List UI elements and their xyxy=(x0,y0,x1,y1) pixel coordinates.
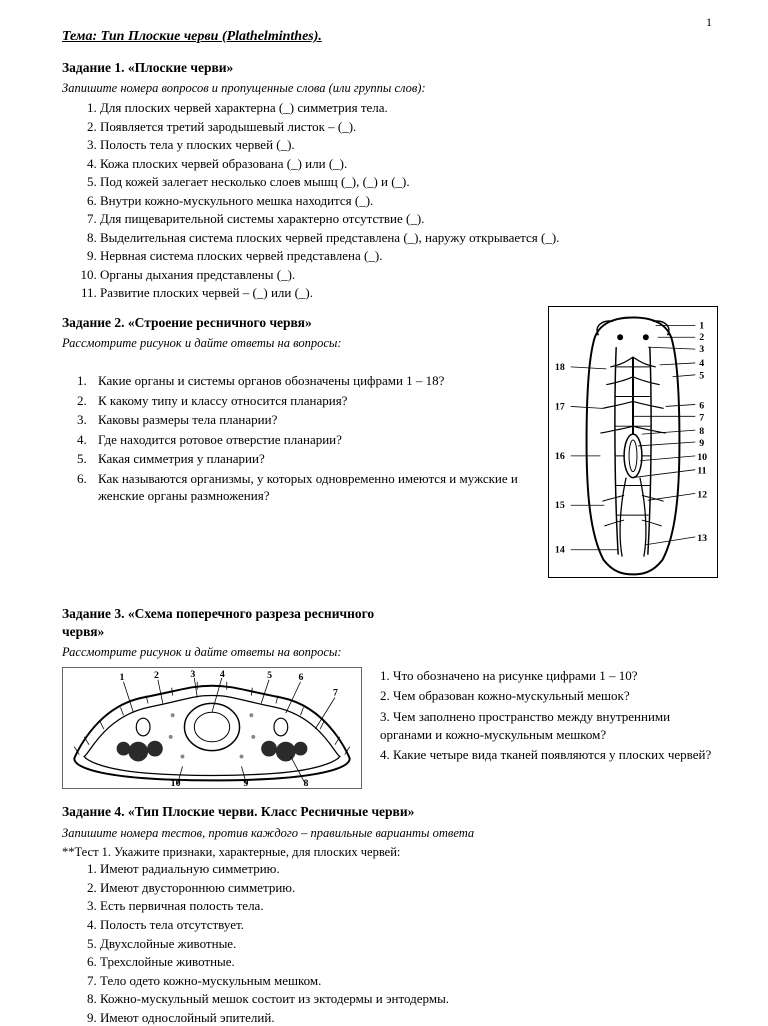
task3-instruction: Рассмотрите рисунок и дайте ответы на во… xyxy=(62,644,718,661)
task2-title: Задание 2. «Строение ресничного червя» xyxy=(62,314,534,332)
theme-title: Тема: Тип Плоские черви (Plathelminthes)… xyxy=(62,28,718,47)
list-item: Под кожей залегает несколько слоев мышц … xyxy=(100,173,718,191)
page-number: 1 xyxy=(706,14,712,30)
svg-text:14: 14 xyxy=(555,545,565,556)
svg-text:7: 7 xyxy=(333,687,338,698)
svg-text:1: 1 xyxy=(699,320,704,331)
list-item: Органы дыхания представлены (_). xyxy=(100,266,718,284)
list-item: Есть первичная полость тела. xyxy=(100,897,718,915)
list-item: Как называются организмы, у которых одно… xyxy=(90,470,534,505)
svg-text:9: 9 xyxy=(243,778,248,789)
svg-text:3: 3 xyxy=(699,344,704,355)
list-item: Появляется третий зародышевый листок – (… xyxy=(100,118,718,136)
list-item: 2. Чем образован кожно-мускульный мешок? xyxy=(380,687,718,705)
list-item: Каковы размеры тела планарии? xyxy=(90,411,534,429)
svg-text:1: 1 xyxy=(120,672,125,683)
svg-text:4: 4 xyxy=(699,358,704,369)
list-item: Тело одето кожно-мускульным мешком. xyxy=(100,972,718,990)
list-item: Полость тела у плоских червей (_). xyxy=(100,136,718,154)
list-item: Двухслойные животные. xyxy=(100,935,718,953)
list-item: Имеют однослойный эпителий. xyxy=(100,1009,718,1026)
svg-text:8: 8 xyxy=(303,778,308,789)
list-item: Какие органы и системы органов обозначен… xyxy=(90,372,534,390)
task2-list: Какие органы и системы органов обозначен… xyxy=(62,372,534,505)
svg-text:4: 4 xyxy=(220,669,225,680)
list-item: 4. Какие четыре вида тканей появляются у… xyxy=(380,746,718,764)
task3-title: Задание 3. «Схема поперечного разреза ре… xyxy=(62,605,382,641)
svg-text:12: 12 xyxy=(697,489,707,500)
svg-text:15: 15 xyxy=(555,500,565,511)
svg-text:11: 11 xyxy=(697,466,706,477)
list-item: Трехслойные животные. xyxy=(100,953,718,971)
svg-text:6: 6 xyxy=(299,672,304,683)
list-item: 3. Чем заполнено пространство между внут… xyxy=(380,708,718,743)
svg-text:2: 2 xyxy=(699,332,704,343)
svg-text:16: 16 xyxy=(555,451,565,462)
list-item: К какому типу и классу относится планари… xyxy=(90,392,534,410)
svg-text:17: 17 xyxy=(555,401,565,412)
svg-text:6: 6 xyxy=(699,400,704,411)
list-item: Для пищеварительной системы характерно о… xyxy=(100,210,718,228)
task1-list: Для плоских червей характерна (_) симмет… xyxy=(62,99,718,302)
svg-text:8: 8 xyxy=(699,426,704,437)
list-item: Развитие плоских червей – (_) или (_). xyxy=(100,284,718,302)
task4-list: Имеют радиальную симметрию. Имеют двусто… xyxy=(62,860,718,1026)
task1-instruction: Запишите номера вопросов и пропущенные с… xyxy=(62,80,718,97)
svg-text:7: 7 xyxy=(699,412,704,423)
svg-text:3: 3 xyxy=(190,669,195,680)
list-item: Имеют радиальную симметрию. xyxy=(100,860,718,878)
svg-text:10: 10 xyxy=(171,778,181,789)
task4-instruction: Запишите номера тестов, против каждого –… xyxy=(62,825,718,842)
list-item: Для плоских червей характерна (_) симмет… xyxy=(100,99,718,117)
list-item: Кожа плоских червей образована (_) или (… xyxy=(100,155,718,173)
task2-instruction: Рассмотрите рисунок и дайте ответы на во… xyxy=(62,335,534,352)
svg-text:13: 13 xyxy=(697,533,707,544)
svg-text:5: 5 xyxy=(699,371,704,382)
task4-title: Задание 4. «Тип Плоские черви. Класс Рес… xyxy=(62,803,718,821)
list-item: Где находится ротовое отверстие планарии… xyxy=(90,431,534,449)
list-item: Имеют двустороннюю симметрию. xyxy=(100,879,718,897)
list-item: Нервная система плоских червей представл… xyxy=(100,247,718,265)
task1-title: Задание 1. «Плоские черви» xyxy=(62,59,718,77)
svg-text:5: 5 xyxy=(267,670,272,681)
cross-section-diagram: 1 2 3 4 5 6 7 8 9 10 xyxy=(62,667,362,789)
list-item: Кожно-мускульный мешок состоит из эктоде… xyxy=(100,990,718,1008)
svg-text:18: 18 xyxy=(555,362,565,373)
svg-text:10: 10 xyxy=(697,452,707,463)
list-item: Какая симметрия у планарии? xyxy=(90,450,534,468)
list-item: 1. Что обозначено на рисунке цифрами 1 –… xyxy=(380,667,718,685)
svg-text:2: 2 xyxy=(154,670,159,681)
planaria-diagram: 1 2 3 4 5 6 7 8 9 10 11 12 13 18 17 16 1… xyxy=(548,306,718,578)
task4-test-label: **Тест 1. Укажите признаки, характерные,… xyxy=(62,844,718,861)
task3-questions: 1. Что обозначено на рисунке цифрами 1 –… xyxy=(380,667,718,767)
list-item: Полость тела отсутствует. xyxy=(100,916,718,934)
svg-text:9: 9 xyxy=(699,438,704,449)
list-item: Выделительная система плоских червей пре… xyxy=(100,229,718,247)
list-item: Внутри кожно-мускульного мешка находится… xyxy=(100,192,718,210)
